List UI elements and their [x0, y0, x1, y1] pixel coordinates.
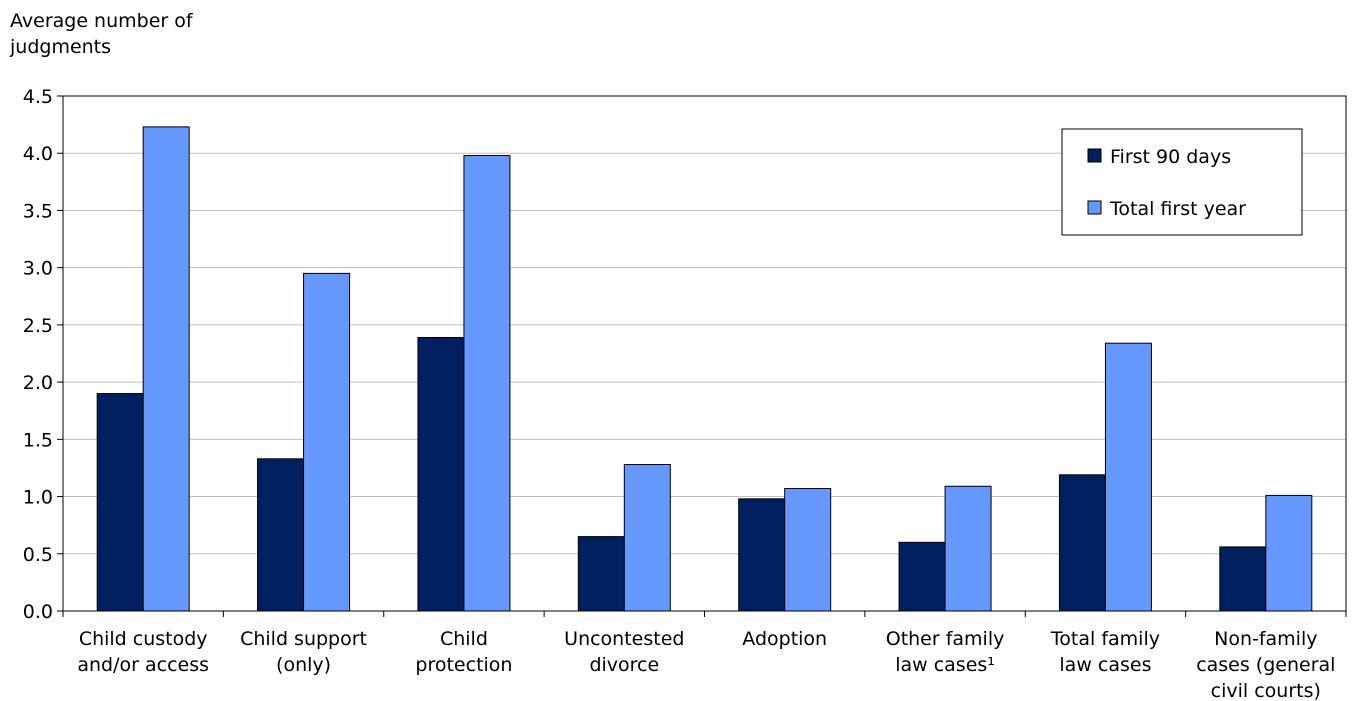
bar-total-first-year — [142, 126, 190, 612]
y-axis-label: Average number of judgments — [10, 10, 193, 58]
bar-total-first-year — [463, 155, 511, 612]
x-category-label: Child support (only) — [240, 628, 367, 676]
bars — [96, 126, 1313, 612]
y-tick-label: 1.0 — [23, 487, 53, 509]
x-category-label: Child custody and/or access — [77, 628, 209, 676]
bar-total-first-year — [1265, 494, 1313, 612]
y-tick-label: 0.0 — [23, 601, 53, 623]
bar-total-first-year — [1104, 342, 1152, 612]
x-category-label: Uncontested divorce — [564, 628, 684, 676]
bar-first-90-days — [577, 536, 625, 612]
bar-first-90-days — [417, 336, 465, 612]
bar-total-first-year — [784, 488, 832, 612]
bar-first-90-days — [1219, 546, 1267, 612]
bar-total-first-year — [303, 272, 351, 612]
y-tick-label: 4.5 — [23, 86, 53, 108]
y-tick-label: 3.5 — [23, 200, 53, 222]
y-tick-label: 4.0 — [23, 143, 53, 165]
bar-first-90-days — [898, 541, 946, 612]
plot-frame — [62, 95, 1347, 612]
legend-label: First 90 days — [1110, 146, 1231, 168]
y-tick-label: 2.5 — [23, 315, 53, 337]
bar-first-90-days — [1058, 474, 1106, 612]
bar-first-90-days — [96, 393, 144, 612]
x-category-label: Non-family cases (general civil courts) — [1196, 628, 1335, 701]
bar-first-90-days — [738, 498, 786, 612]
legend-swatch — [1087, 200, 1102, 215]
y-tick-label: 3.0 — [23, 258, 53, 280]
y-tick-label: 1.5 — [23, 429, 53, 451]
bar-total-first-year — [623, 464, 671, 612]
axes — [57, 95, 1347, 617]
legend-box — [1061, 128, 1303, 236]
x-category-label: Other family law cases¹ — [886, 628, 1005, 676]
x-category-label: Total family law cases — [1050, 628, 1160, 676]
x-categories: Child custody and/or access Child support(… — [77, 628, 1335, 701]
y-tick-label: 0.5 — [23, 544, 53, 566]
legend-swatch — [1087, 148, 1102, 163]
bar-first-90-days — [257, 458, 305, 612]
bar-total-first-year — [944, 485, 992, 612]
y-tick-label: 2.0 — [23, 372, 53, 394]
x-category-label: Adoption — [742, 628, 827, 650]
x-category-label: Child protection — [415, 628, 512, 676]
y-ticks: 0.0 0.5 1.0 1.5 2.0 2.5 3.0 3.5 4.0 4.5 — [23, 86, 53, 623]
legend-label: Total first year — [1109, 198, 1246, 220]
legend: First 90 days Total first year — [1061, 128, 1303, 236]
